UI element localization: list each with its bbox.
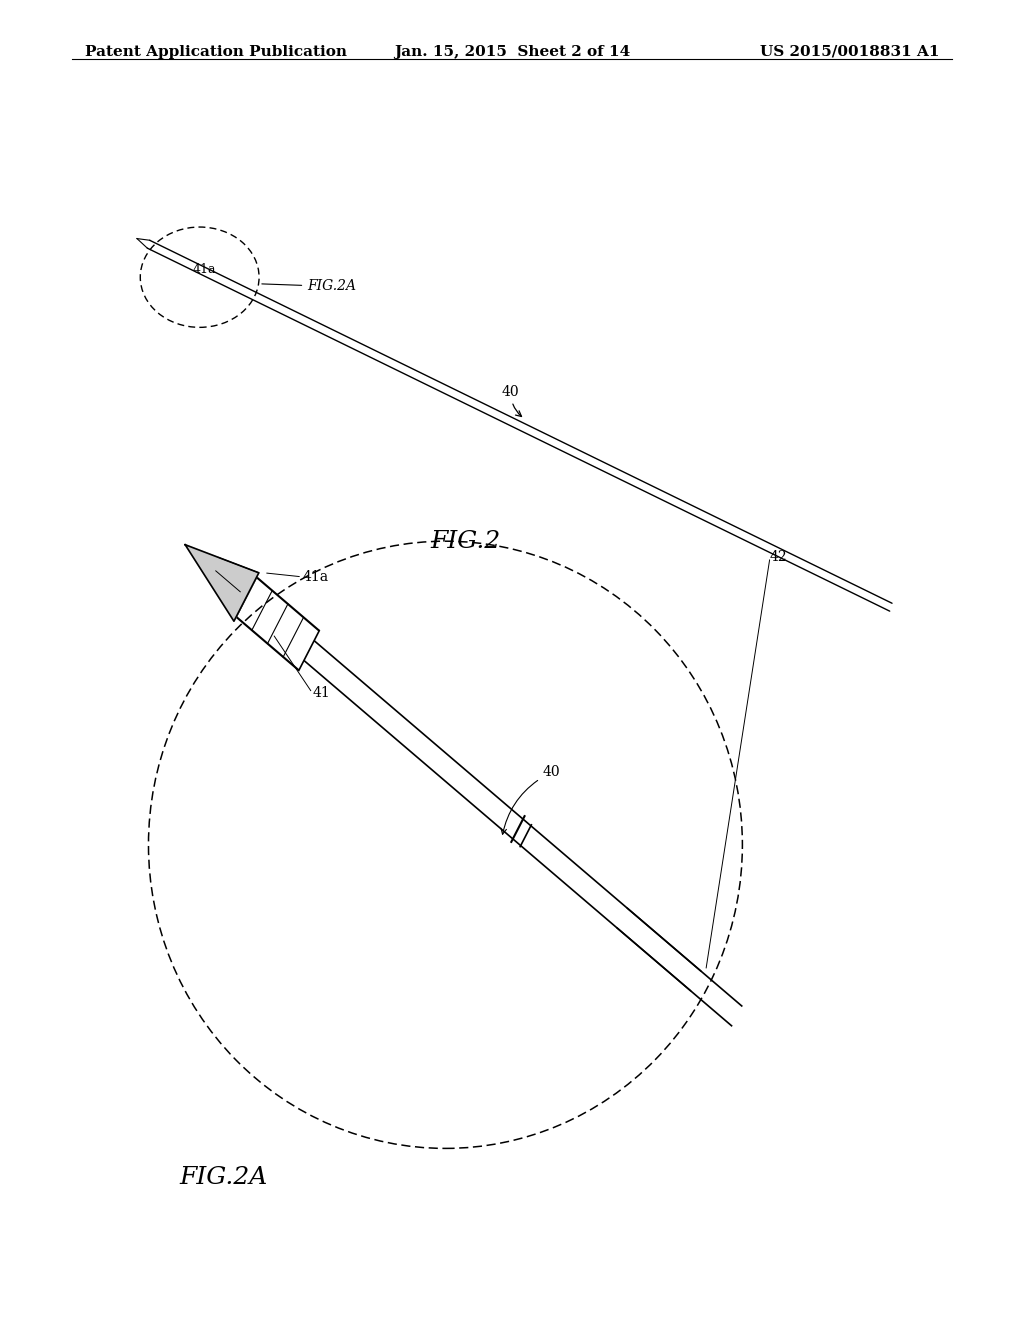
Text: 40: 40 <box>501 766 560 834</box>
Text: Patent Application Publication: Patent Application Publication <box>85 45 347 59</box>
Text: Jan. 15, 2015  Sheet 2 of 14: Jan. 15, 2015 Sheet 2 of 14 <box>394 45 630 59</box>
Text: 40: 40 <box>502 384 521 417</box>
Polygon shape <box>185 545 259 622</box>
Text: FIG.2: FIG.2 <box>430 529 501 553</box>
Text: FIG.2A: FIG.2A <box>262 280 356 293</box>
Text: 42: 42 <box>770 550 787 564</box>
Text: 41: 41 <box>312 686 330 700</box>
Text: FIG.2A: FIG.2A <box>179 1166 267 1189</box>
Text: 41a: 41a <box>302 570 329 583</box>
Text: 41a: 41a <box>193 263 216 276</box>
Text: US 2015/0018831 A1: US 2015/0018831 A1 <box>760 45 939 59</box>
